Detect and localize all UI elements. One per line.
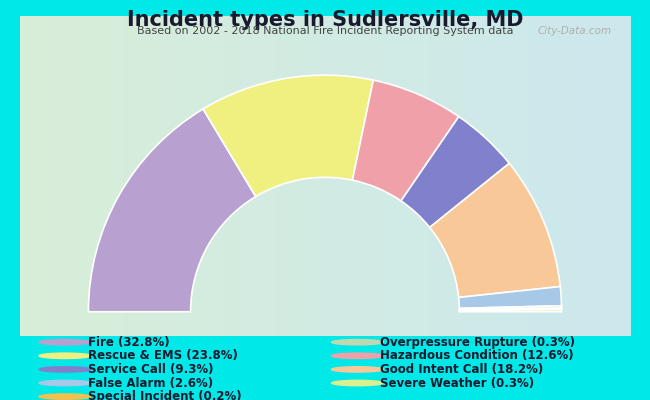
Text: Based on 2002 - 2018 National Fire Incident Reporting System data: Based on 2002 - 2018 National Fire Incid… bbox=[136, 26, 514, 36]
Text: Severe Weather (0.3%): Severe Weather (0.3%) bbox=[380, 376, 534, 390]
Text: Good Intent Call (18.2%): Good Intent Call (18.2%) bbox=[380, 363, 543, 376]
Text: Special Incident (0.2%): Special Incident (0.2%) bbox=[88, 390, 241, 400]
Text: Overpressure Rupture (0.3%): Overpressure Rupture (0.3%) bbox=[380, 336, 575, 349]
Circle shape bbox=[39, 340, 91, 345]
Text: Rescue & EMS (23.8%): Rescue & EMS (23.8%) bbox=[88, 349, 238, 362]
Circle shape bbox=[39, 353, 91, 358]
Wedge shape bbox=[460, 306, 562, 310]
Wedge shape bbox=[459, 286, 562, 308]
Wedge shape bbox=[203, 75, 373, 196]
Text: False Alarm (2.6%): False Alarm (2.6%) bbox=[88, 376, 213, 390]
Circle shape bbox=[332, 340, 384, 345]
Text: Service Call (9.3%): Service Call (9.3%) bbox=[88, 363, 213, 376]
Text: City-Data.com: City-Data.com bbox=[538, 26, 612, 36]
Wedge shape bbox=[401, 117, 510, 228]
Wedge shape bbox=[352, 80, 459, 201]
Circle shape bbox=[39, 394, 91, 399]
Wedge shape bbox=[460, 310, 562, 312]
Text: Hazardous Condition (12.6%): Hazardous Condition (12.6%) bbox=[380, 349, 574, 362]
Circle shape bbox=[39, 380, 91, 386]
Circle shape bbox=[39, 367, 91, 372]
Circle shape bbox=[332, 380, 384, 386]
Wedge shape bbox=[430, 163, 560, 298]
Wedge shape bbox=[88, 109, 255, 312]
Text: Fire (32.8%): Fire (32.8%) bbox=[88, 336, 170, 349]
Circle shape bbox=[332, 353, 384, 358]
Wedge shape bbox=[460, 308, 562, 310]
Circle shape bbox=[332, 367, 384, 372]
Bar bbox=[29, 312, 621, 344]
Text: Incident types in Sudlersville, MD: Incident types in Sudlersville, MD bbox=[127, 10, 523, 30]
